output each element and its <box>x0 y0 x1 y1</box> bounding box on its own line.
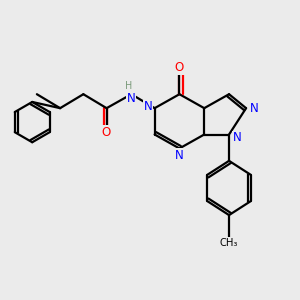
Text: O: O <box>175 61 184 74</box>
Text: N: N <box>250 102 258 115</box>
Text: O: O <box>101 125 111 139</box>
Text: N: N <box>127 92 136 105</box>
Text: CH₃: CH₃ <box>220 238 238 248</box>
Text: H: H <box>125 80 132 91</box>
Text: N: N <box>143 100 152 113</box>
Text: N: N <box>232 131 241 144</box>
Text: N: N <box>175 149 184 162</box>
